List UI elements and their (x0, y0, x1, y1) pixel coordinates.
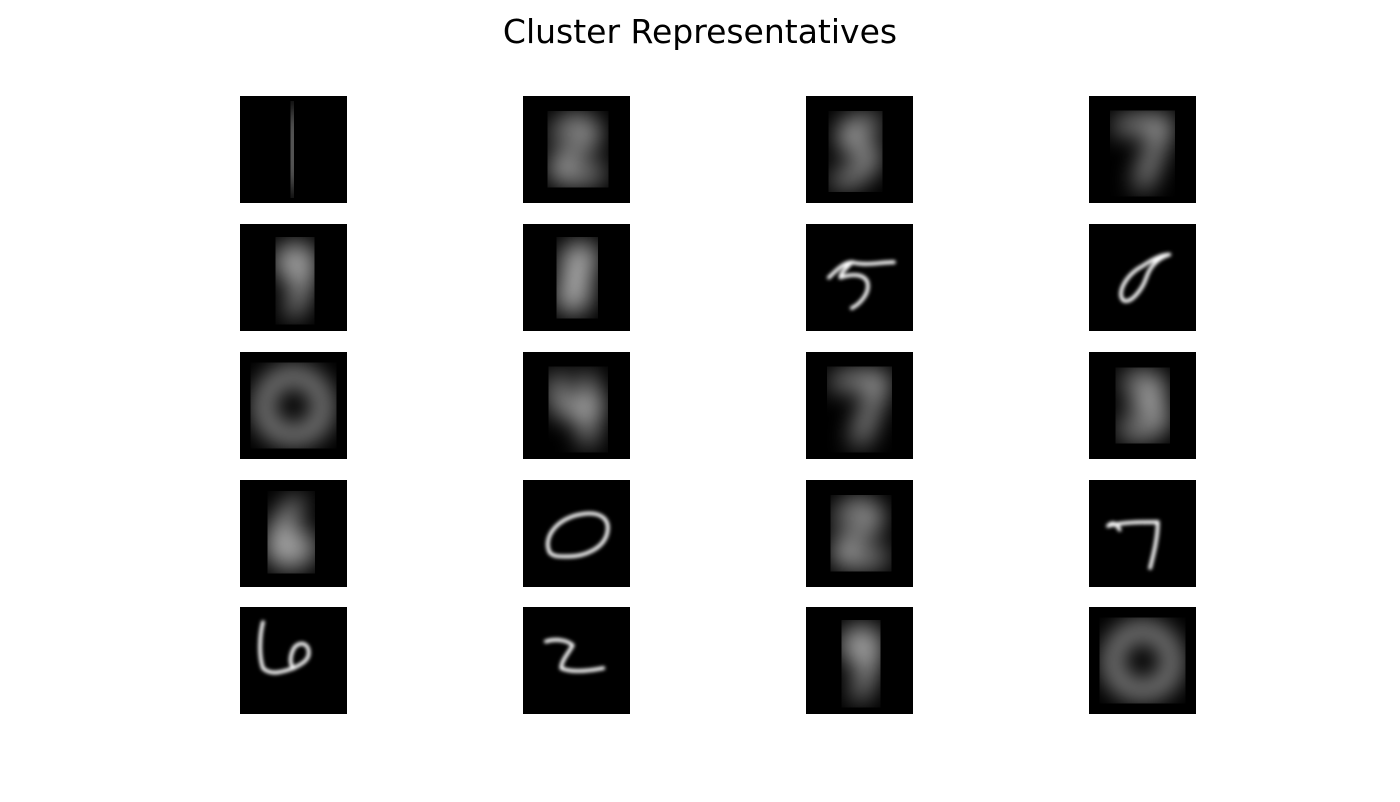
cluster-panel-16 (1089, 480, 1196, 587)
cluster-panel-6 (523, 224, 630, 331)
cluster-panel-12 (1089, 352, 1196, 459)
cluster-panel-1 (240, 96, 347, 203)
cluster-panel-background (1089, 480, 1196, 587)
cluster-panel-17 (240, 607, 347, 714)
cluster-panel-9 (240, 352, 347, 459)
digit-8-stroke (1119, 252, 1172, 303)
cluster-panel-background (523, 607, 630, 714)
cluster-panel-2 (523, 96, 630, 203)
cluster-panel-background (240, 607, 347, 714)
chart-title: Cluster Representatives (502, 12, 898, 51)
cluster-panel-11 (806, 352, 913, 459)
cluster-panel-13 (240, 480, 347, 587)
cluster-panel-3 (806, 96, 913, 203)
digit-6-stroke (258, 620, 311, 675)
digit-9-stroke (275, 243, 315, 319)
cluster-panel-18 (523, 607, 630, 714)
cluster-panel-20 (1089, 607, 1196, 714)
cluster-panel-19 (806, 607, 913, 714)
digit-3-stroke (1117, 372, 1169, 439)
cluster-panel-15 (806, 480, 913, 587)
cluster-panel-8 (1089, 224, 1196, 331)
digit-0-stroke (545, 511, 610, 559)
digit-1-stroke (285, 108, 300, 191)
digit-0-stroke (256, 368, 331, 443)
digit-7-stroke (830, 372, 889, 447)
digit-0-stroke (1105, 623, 1180, 698)
cluster-panel-4 (1089, 96, 1196, 203)
digit-5-stroke (827, 260, 896, 310)
digit-8-stroke (556, 242, 598, 313)
digit-7-stroke (1106, 520, 1160, 570)
cluster-panel-14 (523, 480, 630, 587)
digit-6-stroke (268, 496, 315, 568)
cluster-panel-background (1089, 607, 1196, 714)
cluster-panel-background (240, 352, 347, 459)
cluster-panel-background (523, 480, 630, 587)
cluster-panel-10 (523, 352, 630, 459)
digit-2-stroke (833, 500, 889, 567)
digit-9-stroke (841, 626, 881, 702)
digit-5-stroke (830, 116, 881, 187)
cluster-panel-7 (806, 224, 913, 331)
digit-2-stroke (550, 116, 606, 183)
digit-7-stroke (1113, 116, 1172, 191)
cluster-panel-background (1089, 224, 1196, 331)
digit-4-stroke (551, 372, 606, 447)
cluster-panel-5 (240, 224, 347, 331)
digit-2-stroke (544, 637, 606, 673)
